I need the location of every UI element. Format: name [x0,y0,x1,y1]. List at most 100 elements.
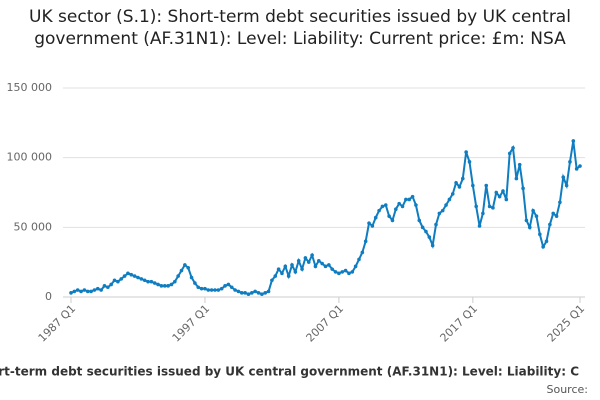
point [317,258,321,263]
point [544,239,549,244]
x-tick-label: 1997 Q1 [170,302,213,345]
point [193,281,197,285]
point [380,204,385,209]
x-tick-label: 2017 Q1 [438,302,481,345]
point [162,284,167,288]
point [256,291,261,295]
point [454,180,458,185]
point [213,288,217,292]
point [79,289,83,294]
point [534,214,539,218]
point [283,264,288,269]
point [219,286,224,291]
point [457,185,462,189]
point [521,186,525,191]
point [410,194,415,199]
point [293,270,298,274]
y-tick-label: 100 000 [7,151,53,164]
point [551,211,556,216]
point [397,201,401,206]
point [434,222,438,227]
point [136,275,140,280]
point [176,274,180,278]
point [276,267,281,271]
point [340,270,345,274]
point [226,282,231,287]
point [132,274,137,278]
point [390,218,395,223]
point [166,284,170,288]
point [109,282,113,287]
point [494,190,499,195]
point [400,204,405,209]
point [501,189,505,193]
point [146,279,150,284]
point [387,214,391,218]
point [286,274,291,278]
point [578,164,582,168]
point [353,264,358,269]
point [129,272,134,277]
point [106,285,110,290]
point [487,204,492,209]
point [139,277,144,281]
point [417,218,422,223]
point [333,270,338,274]
point [467,160,472,164]
point [464,150,468,154]
point [290,263,294,267]
point [179,268,184,273]
point [414,203,418,207]
y-tick-label: 50 000 [14,220,53,233]
point [253,289,257,294]
point [149,279,154,284]
point [216,288,221,292]
point [142,278,147,283]
point [156,282,160,287]
point [206,288,211,292]
point [306,260,311,264]
point [196,285,201,290]
point [394,207,398,212]
point [233,288,237,292]
legend-text: ort-term debt securities issued by UK ce… [0,365,579,379]
series-line [70,140,581,296]
point [474,204,478,209]
source: Source: [547,383,589,396]
x-tick-label: 2025 Q1 [545,302,588,345]
point [273,274,278,278]
point [538,232,542,237]
point [484,183,489,188]
point [558,200,562,205]
point [270,278,274,283]
point [437,211,442,216]
point [239,291,244,295]
point [92,288,97,292]
point [367,221,371,225]
point [424,229,428,234]
point [377,208,381,213]
point [370,224,375,228]
point [85,289,90,294]
point [471,183,475,188]
point [404,197,408,202]
point [531,208,535,213]
chart-title: UK sector (S.1): Short-term debt securit… [29,7,571,49]
point [517,162,522,167]
point [82,288,87,292]
y-tick-label: 0 [45,290,52,303]
point [514,176,519,181]
point [571,139,576,143]
point [460,176,465,181]
point [350,270,355,274]
point [250,291,254,295]
point [481,211,485,216]
point [337,271,341,276]
x-tick-label: 1987 Q1 [36,302,79,345]
point [477,224,482,228]
point [69,291,73,295]
point [95,286,100,291]
point [243,291,247,295]
